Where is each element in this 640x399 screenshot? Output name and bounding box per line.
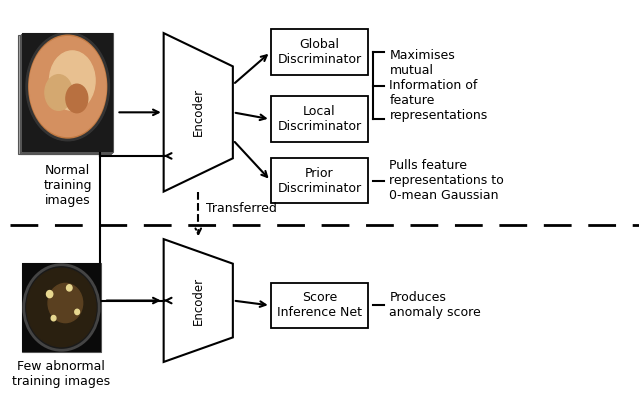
Text: Encoder: Encoder	[192, 277, 205, 325]
Polygon shape	[164, 239, 233, 362]
FancyBboxPatch shape	[271, 158, 368, 203]
Text: Encoder: Encoder	[192, 88, 205, 136]
FancyBboxPatch shape	[271, 283, 368, 328]
FancyBboxPatch shape	[19, 36, 109, 154]
FancyBboxPatch shape	[20, 35, 111, 154]
Text: Local
Discriminator: Local Discriminator	[277, 105, 362, 133]
Text: Global
Discriminator: Global Discriminator	[277, 38, 362, 66]
Text: Transferred: Transferred	[206, 202, 276, 215]
FancyBboxPatch shape	[21, 34, 112, 153]
Text: Pulls feature
representations to
0-mean Gaussian: Pulls feature representations to 0-mean …	[390, 159, 504, 202]
FancyBboxPatch shape	[271, 97, 368, 142]
Text: Maximises
mutual
Information of
feature
representations: Maximises mutual Information of feature …	[390, 49, 488, 122]
Text: Score
Inference Net: Score Inference Net	[277, 292, 362, 320]
FancyBboxPatch shape	[22, 263, 100, 352]
Text: Prior
Discriminator: Prior Discriminator	[277, 167, 362, 195]
FancyBboxPatch shape	[22, 33, 113, 152]
Polygon shape	[164, 33, 233, 192]
Text: Normal
training
images: Normal training images	[44, 164, 92, 207]
Text: Few abnormal
training images: Few abnormal training images	[12, 360, 111, 388]
Text: Produces
anomaly score: Produces anomaly score	[390, 292, 481, 320]
FancyBboxPatch shape	[271, 29, 368, 75]
